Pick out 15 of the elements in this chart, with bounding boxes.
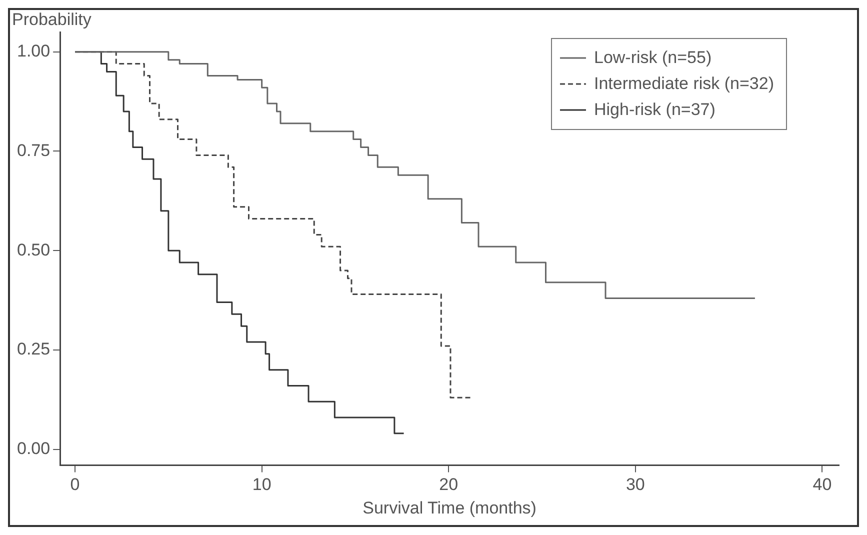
- legend-label: Intermediate risk (n=32): [594, 73, 774, 95]
- x-tick-label: 20: [439, 475, 458, 494]
- legend-label: Low-risk (n=55): [594, 47, 712, 69]
- y-axis-title: Probability: [12, 10, 92, 30]
- y-tick-label: 0.50: [16, 240, 50, 260]
- y-tick-label: 0.00: [16, 438, 50, 458]
- x-axis-title: Survival Time (months): [362, 498, 536, 518]
- y-tick-label: 0.25: [16, 340, 50, 359]
- y-tick-label: 1.00: [16, 42, 50, 61]
- x-tick-label: 0: [70, 475, 80, 494]
- y-tick-label: 0.75: [16, 140, 50, 160]
- x-tick-label: 10: [252, 475, 272, 494]
- x-tick-label: 30: [626, 475, 645, 494]
- x-tick-label: 40: [812, 475, 832, 494]
- legend-label: High-risk (n=37): [594, 99, 716, 121]
